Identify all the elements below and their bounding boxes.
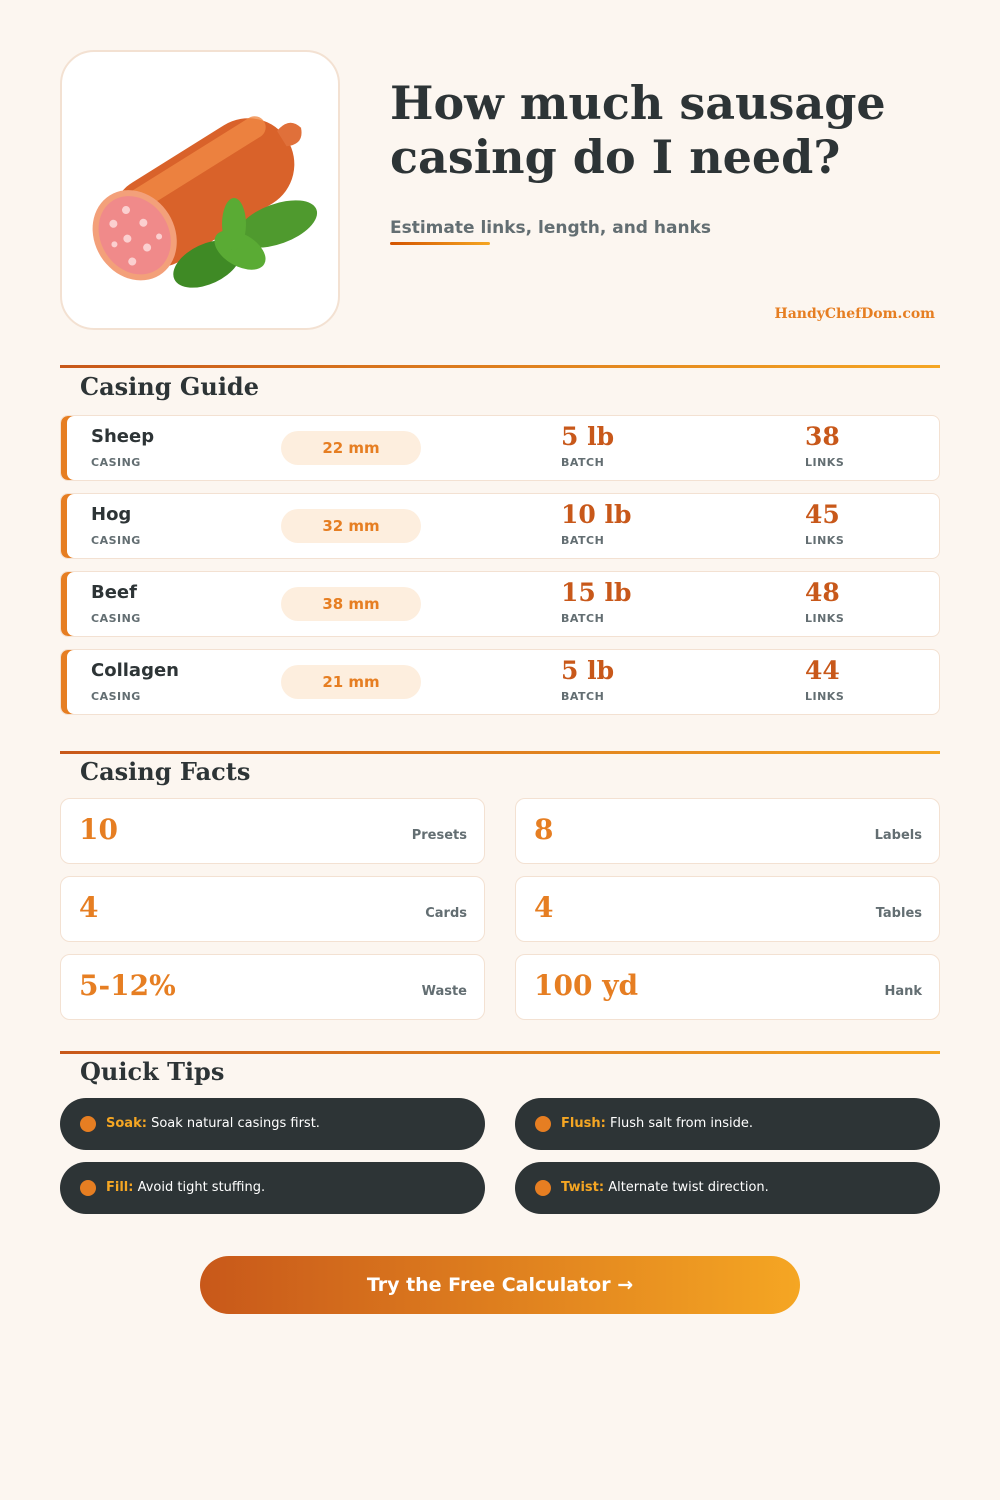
casing-label: CASING bbox=[91, 534, 141, 547]
tip: Soak: Soak natural casings first. bbox=[60, 1098, 485, 1150]
fact-label: Presets bbox=[411, 828, 467, 843]
tip-text: Flush salt from inside. bbox=[609, 1116, 753, 1131]
size-pill: 38 mm bbox=[281, 587, 421, 621]
subtitle: Estimate links, length, and hanks bbox=[390, 218, 711, 238]
divider bbox=[60, 751, 940, 754]
links-value: 38 bbox=[805, 422, 840, 451]
sausage-icon bbox=[92, 116, 318, 288]
size-pill: 22 mm bbox=[281, 431, 421, 465]
casing-name: Sheep bbox=[91, 426, 155, 447]
batch-value: 15 lb bbox=[561, 578, 632, 607]
tip-text-wrap: Fill: Avoid tight stuffing. bbox=[106, 1162, 265, 1214]
casing-row: Hog CASING 32 mm 10 lb BATCH 45 LINKS bbox=[60, 493, 940, 559]
fact-card: 4 Tables bbox=[515, 876, 940, 942]
accent-bar bbox=[390, 242, 490, 245]
section-heading: Casing Facts bbox=[80, 757, 251, 786]
tip: Flush: Flush salt from inside. bbox=[515, 1098, 940, 1150]
casing-label: CASING bbox=[91, 690, 141, 703]
links-value: 48 bbox=[805, 578, 840, 607]
fact-label: Labels bbox=[874, 828, 922, 843]
casing-name: Collagen bbox=[91, 660, 179, 681]
batch-value: 5 lb bbox=[561, 656, 615, 685]
links-label: LINKS bbox=[805, 612, 845, 625]
tip-dot bbox=[80, 1116, 96, 1132]
fact-card: 8 Labels bbox=[515, 798, 940, 864]
tip-text: Soak natural casings first. bbox=[151, 1116, 320, 1131]
tip-dot bbox=[80, 1180, 96, 1196]
cta-button[interactable]: Try the Free Calculator → bbox=[200, 1256, 800, 1314]
section-heading: Quick Tips bbox=[80, 1057, 225, 1086]
links-value: 45 bbox=[805, 500, 840, 529]
fact-value: 4 bbox=[534, 891, 554, 924]
casing-name: Hog bbox=[91, 504, 132, 525]
tip-text-wrap: Soak: Soak natural casings first. bbox=[106, 1098, 320, 1150]
fact-value: 4 bbox=[79, 891, 99, 924]
fact-value: 10 bbox=[79, 813, 118, 846]
divider bbox=[60, 365, 940, 368]
size-pill: 21 mm bbox=[281, 665, 421, 699]
fact-card: 100 yd Hank bbox=[515, 954, 940, 1020]
tip-title: Twist: bbox=[561, 1180, 605, 1195]
tip: Fill: Avoid tight stuffing. bbox=[60, 1162, 485, 1214]
casing-label: CASING bbox=[91, 456, 141, 469]
links-label: LINKS bbox=[805, 456, 845, 469]
fact-value: 8 bbox=[534, 813, 554, 846]
links-value: 44 bbox=[805, 656, 840, 685]
section-heading: Casing Guide bbox=[80, 372, 259, 401]
batch-value: 10 lb bbox=[561, 500, 632, 529]
tip-text-wrap: Twist: Alternate twist direction. bbox=[561, 1162, 769, 1214]
fact-label: Cards bbox=[425, 906, 467, 921]
casing-row: Sheep CASING 22 mm 5 lb BATCH 38 LINKS bbox=[60, 415, 940, 481]
fact-card: 5-12% Waste bbox=[60, 954, 485, 1020]
batch-value: 5 lb bbox=[561, 422, 615, 451]
divider bbox=[60, 1051, 940, 1054]
illustration bbox=[60, 50, 340, 330]
fact-value: 100 yd bbox=[534, 969, 639, 1002]
batch-label: BATCH bbox=[561, 690, 605, 703]
batch-label: BATCH bbox=[561, 612, 605, 625]
batch-label: BATCH bbox=[561, 534, 605, 547]
casing-name: Beef bbox=[91, 582, 137, 603]
fact-label: Waste bbox=[421, 984, 467, 999]
tip-text-wrap: Flush: Flush salt from inside. bbox=[561, 1098, 753, 1150]
tip-dot bbox=[535, 1116, 551, 1132]
tip-text: Avoid tight stuffing. bbox=[137, 1180, 266, 1195]
tip-dot bbox=[535, 1180, 551, 1196]
size-pill: 32 mm bbox=[281, 509, 421, 543]
tip-title: Fill: bbox=[106, 1180, 134, 1195]
site-name: HandyChefDom.com bbox=[774, 306, 936, 322]
tip-title: Flush: bbox=[561, 1116, 606, 1131]
casing-row: Beef CASING 38 mm 15 lb BATCH 48 LINKS bbox=[60, 571, 940, 637]
links-label: LINKS bbox=[805, 534, 845, 547]
casing-label: CASING bbox=[91, 612, 141, 625]
tip-title: Soak: bbox=[106, 1116, 147, 1131]
fact-card: 4 Cards bbox=[60, 876, 485, 942]
fact-card: 10 Presets bbox=[60, 798, 485, 864]
title: How much sausage casing do I need? bbox=[390, 76, 886, 184]
batch-label: BATCH bbox=[561, 456, 605, 469]
tip: Twist: Alternate twist direction. bbox=[515, 1162, 940, 1214]
fact-label: Tables bbox=[875, 906, 922, 921]
links-label: LINKS bbox=[805, 690, 845, 703]
tip-text: Alternate twist direction. bbox=[608, 1180, 769, 1195]
fact-value: 5-12% bbox=[79, 969, 176, 1002]
fact-label: Hank bbox=[884, 984, 922, 999]
casing-row: Collagen CASING 21 mm 5 lb BATCH 44 LINKS bbox=[60, 649, 940, 715]
